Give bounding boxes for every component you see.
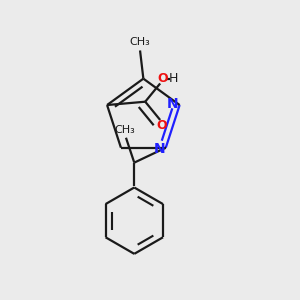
Text: CH₃: CH₃: [129, 37, 150, 47]
Text: H: H: [169, 72, 178, 85]
Text: O: O: [157, 119, 167, 132]
Text: N: N: [153, 142, 165, 156]
Text: N: N: [167, 97, 178, 111]
Text: O: O: [157, 72, 168, 85]
Text: CH₃: CH₃: [114, 125, 135, 135]
